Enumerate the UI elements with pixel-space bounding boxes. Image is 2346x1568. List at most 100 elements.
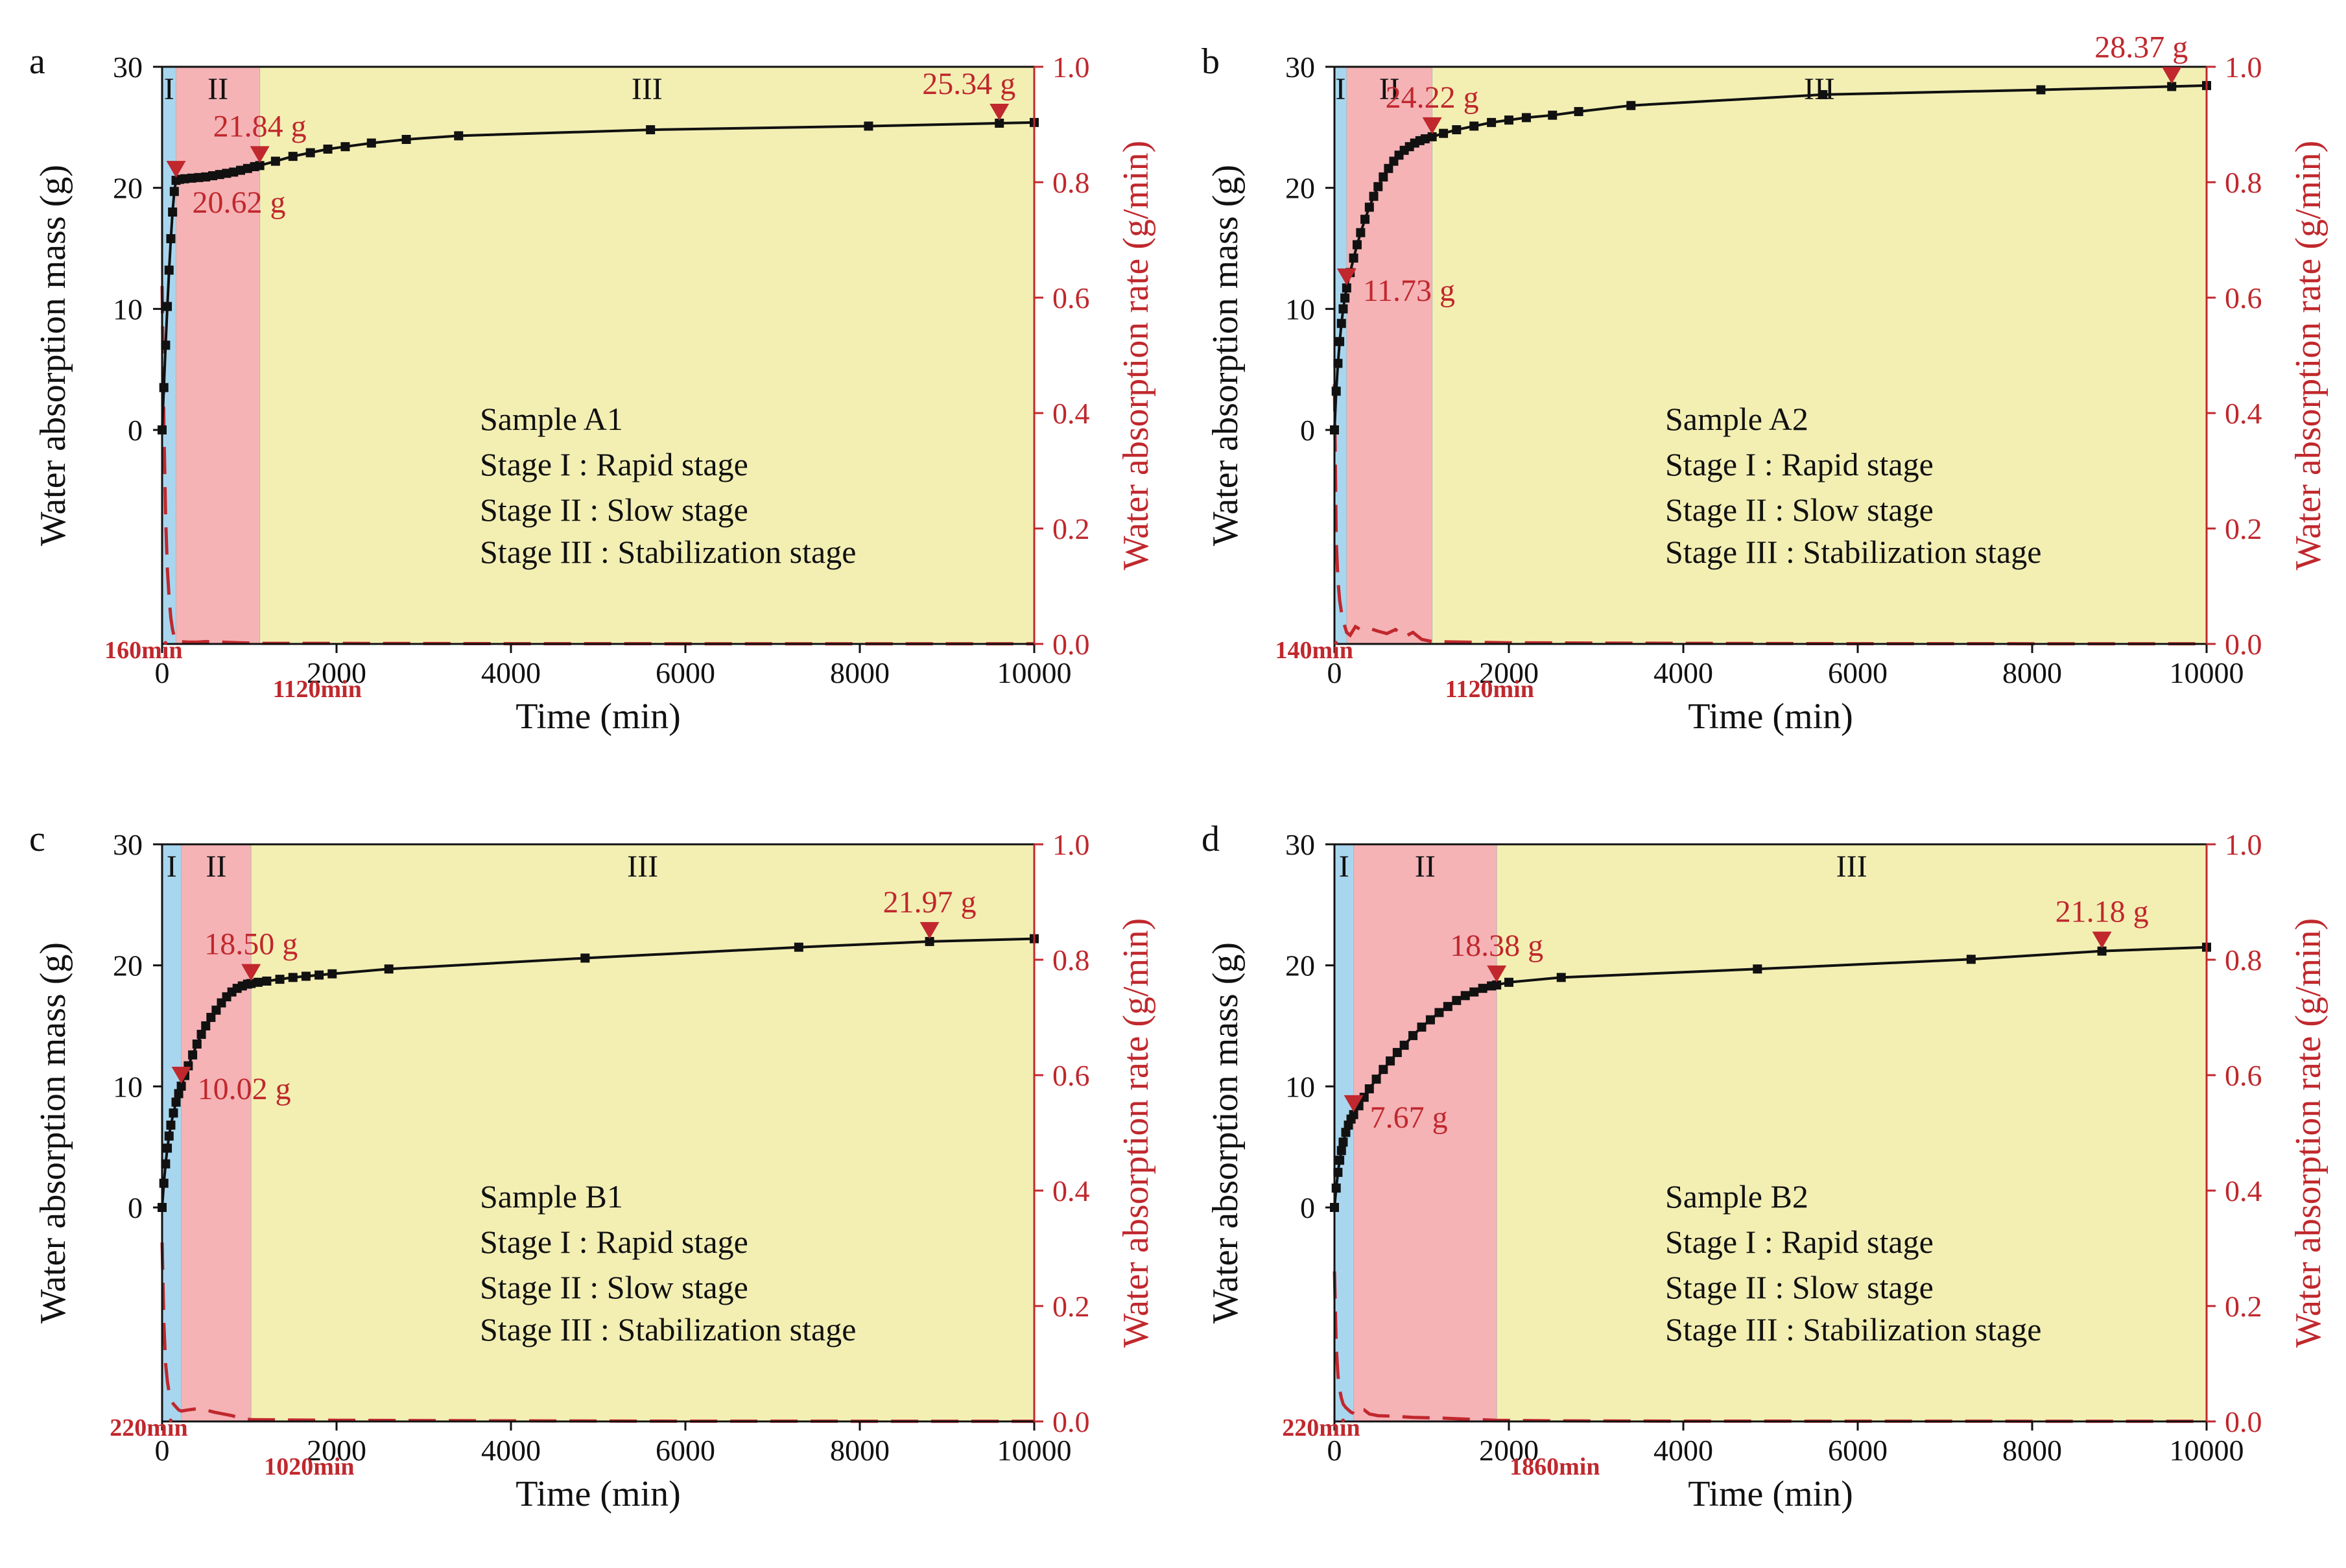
panel-a-annotation-label: 20.62 g [193, 185, 286, 220]
panel-c-mass-point [161, 1159, 171, 1169]
panel-c-x-tick-label: 6000 [656, 1434, 715, 1467]
panel-d-mass-point [1399, 1040, 1409, 1050]
panel-letter-b: b [1202, 42, 1220, 82]
panel-d-x-tick-label: 8000 [2002, 1434, 2062, 1467]
panel-a-y2-tick-label: 0.6 [1052, 281, 1090, 315]
panel-c-mass-point [176, 1081, 186, 1091]
panel-c-mass-point [171, 1097, 181, 1107]
panel-b-stage-label-II: II [1379, 72, 1400, 106]
panel-b-mass-point [1369, 191, 1379, 201]
panel-c-mass-point [169, 1108, 178, 1118]
panel-b-y-axis-label: Water absorption mass (g) [1205, 165, 1246, 546]
panel-b-y2-tick-label: 0.8 [2225, 166, 2262, 199]
panel-a-mass-point [208, 171, 218, 180]
panel-d-y2-tick-label: 0.6 [2225, 1059, 2262, 1092]
panel-a-mass-point [305, 148, 315, 158]
panel-d-y2-tick-label: 0.0 [2225, 1405, 2262, 1438]
panel-b-boundary-time-label: 140min [1275, 637, 1353, 664]
panel-c-mass-point [163, 1143, 172, 1153]
panel-a-x-tick-label: 8000 [830, 656, 890, 689]
panel-c-mass-point [164, 1131, 174, 1141]
panel-a-legend-line: Stage I : Rapid stage [480, 446, 748, 482]
panel-c-y2-tick-label: 0.8 [1052, 944, 1090, 977]
panel-b-mass-point [1331, 386, 1341, 396]
panel-d-x-tick-label: 10000 [2170, 1434, 2244, 1467]
panel-c-mass-point [262, 976, 272, 986]
panel-a-annotation-marker [166, 161, 186, 178]
panel-b-mass-point [1521, 113, 1531, 123]
panel-a-mass-point [168, 208, 178, 217]
panel-d-stage-label-I: I [1339, 849, 1349, 884]
panel-a-mass-point [187, 173, 196, 183]
panel-c-mass-point [925, 936, 934, 946]
panel-a-stage-label-I: I [164, 72, 174, 106]
panel-d-stage-band-3 [1497, 844, 2207, 1421]
panel-a-mass-point [995, 118, 1004, 128]
panel-a-stage-label-III: III [632, 72, 663, 106]
panel-a-annotation-label: 25.34 g [922, 67, 1015, 101]
panel-a-x-tick-label: 4000 [481, 656, 541, 689]
panel-b-mass-point [1504, 115, 1513, 125]
panel-b-annotation-marker [1422, 117, 1442, 134]
panel-c-y-tick-label: 20 [113, 949, 143, 982]
panel-c-x-axis-label: Time (min) [515, 1474, 681, 1514]
panel-c-mass-point [188, 1050, 198, 1060]
panel-d-mass-point [1753, 964, 1762, 974]
panel-b-rate-series-line [1333, 384, 2207, 646]
panel-c-stage-label-I: I [167, 849, 177, 884]
panel-a-mass-point [243, 163, 252, 173]
panel-b-y2-axis-label: Water absorption rate (g/min) [2288, 141, 2328, 571]
panel-d-annotation-marker [1487, 965, 1507, 982]
panel-d-mass-point [1478, 984, 1487, 993]
panel-c-mass-point [206, 1012, 216, 1022]
panel-d-mass-point [1469, 987, 1479, 997]
panel-d-y-axis-label: Water absorption mass (g) [1205, 942, 1246, 1324]
panel-d-x-tick-label: 2000 [1479, 1434, 1539, 1467]
panel-d-y2-tick-label: 0.2 [2225, 1290, 2262, 1323]
panel-b-mass-point [1379, 172, 1388, 182]
panel-c-mass-point [384, 964, 394, 974]
panel-d-mass-point [1359, 1093, 1369, 1102]
panel-d-mass-point [1492, 980, 1502, 990]
panel-b-mass-point [1427, 132, 1437, 141]
panel-b-mass-point [1373, 182, 1383, 191]
panel-d-y-tick-label: 10 [1285, 1070, 1315, 1103]
panel-c-y2-tick-label: 1.0 [1052, 828, 1090, 861]
panel-a-mass-point [864, 121, 873, 131]
panel-b-mass-point [1439, 128, 1449, 138]
panel-d-mass-point [1338, 1137, 1348, 1147]
panel-b-y2-tick-label: 0.6 [2225, 281, 2262, 315]
panel-c-y2-tick-label: 0.2 [1052, 1290, 1090, 1323]
panel-c-annotation-marker [171, 1066, 191, 1084]
panel-a-mass-point [180, 174, 189, 184]
panel-c-y2-axis-label: Water absorption rate (g/min) [1116, 918, 1156, 1348]
panel-c-boundary-time-label: 1020min [264, 1453, 354, 1480]
panel-c-mass-point [196, 1030, 206, 1039]
panel-b-legend-line: Stage I : Rapid stage [1665, 446, 1934, 482]
panel-b-x-tick-label: 0 [1327, 656, 1342, 689]
panel-a-y-tick-label: 10 [113, 292, 143, 326]
panel-c-y-tick-label: 10 [113, 1070, 143, 1103]
panel-d-y2-axis-label: Water absorption rate (g/min) [2288, 918, 2328, 1348]
panel-c-mass-point [580, 953, 590, 963]
panel-c-legend-line: Sample B1 [480, 1178, 623, 1215]
panel-d-stage-band-2 [1353, 844, 1497, 1421]
panel-b-y2-tick-label: 0.2 [2225, 512, 2262, 545]
panel-b-mass-point [1548, 110, 1558, 120]
panel-b-y-tick-label: 20 [1285, 172, 1315, 205]
panel-d-boundary-time-label: 1860min [1510, 1453, 1600, 1480]
panel-d-mass-point [1504, 977, 1513, 987]
panel-a-boundary-time-label: 1120min [273, 676, 362, 703]
panel-c-y2-tick-label: 0.6 [1052, 1059, 1090, 1092]
panel-d-mass-point [1386, 1056, 1395, 1066]
panel-a-mass-point [201, 172, 211, 182]
panel-c-mass-point [314, 970, 324, 980]
panel-c-y-tick-label: 0 [128, 1191, 143, 1224]
panel-b-mass-point [1340, 293, 1350, 303]
panel-b-y-tick-label: 0 [1300, 414, 1315, 447]
panel-b-y-tick-label: 10 [1285, 292, 1315, 326]
panel-a-mass-point [166, 234, 176, 244]
panel-a-y-tick-label: 30 [113, 51, 143, 84]
